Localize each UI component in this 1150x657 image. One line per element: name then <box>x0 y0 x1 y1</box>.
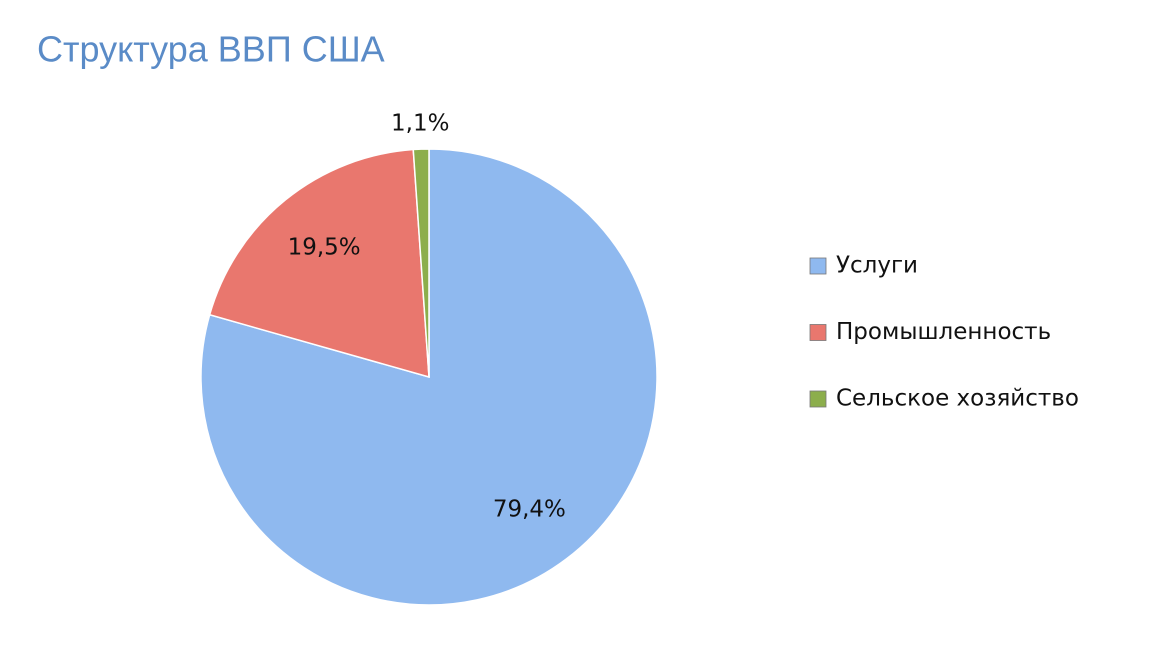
data-label: 79,4% <box>493 496 566 522</box>
legend-swatch <box>809 390 827 408</box>
legend-label: Промышленность <box>836 319 1051 345</box>
chart-title: Структура ВВП США <box>37 29 385 70</box>
legend-swatch <box>809 324 827 341</box>
pie-slice <box>200 148 658 606</box>
legend-swatch <box>809 257 827 275</box>
legend-label: Сельское хозяйство <box>836 386 1079 412</box>
pie-slice <box>208 148 430 379</box>
legend-label: Услуги <box>836 253 918 279</box>
data-label: 1,1% <box>391 111 449 137</box>
pie-slice <box>412 148 430 378</box>
data-label: 19,5% <box>288 234 361 260</box>
